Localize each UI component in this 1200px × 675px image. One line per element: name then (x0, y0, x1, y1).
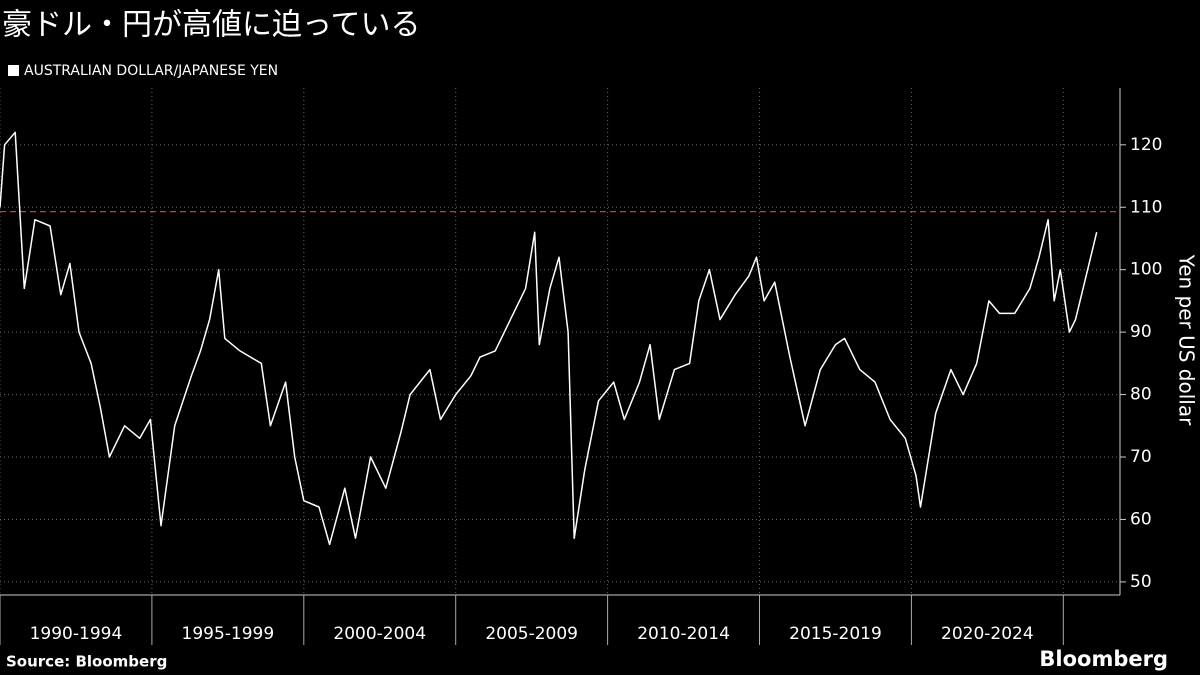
legend-label: AUSTRALIAN DOLLAR/JAPANESE YEN (24, 63, 278, 79)
y-tick-label: 120 (1130, 135, 1162, 155)
x-period-label: 2005-2009 (485, 624, 578, 644)
y-axis-title: Yen per US dollar (1175, 254, 1199, 426)
y-tick-label: 70 (1130, 447, 1152, 467)
legend-swatch (8, 65, 19, 76)
x-period-label: 2010-2014 (637, 624, 730, 644)
y-tick-label: 110 (1130, 197, 1162, 217)
series-line (0, 131, 1098, 546)
y-tick-label: 60 (1130, 509, 1152, 529)
x-period-label: 1995-1999 (182, 624, 275, 644)
brand: Bloomberg (1039, 647, 1168, 671)
x-period-label: 2020-2024 (941, 624, 1034, 644)
x-period-label: 2015-2019 (789, 624, 882, 644)
source: Source: Bloomberg (6, 653, 167, 671)
x-period-label: 2000-2004 (333, 624, 426, 644)
y-tick-label: 80 (1130, 385, 1152, 405)
x-period-label: 1990-1994 (30, 624, 123, 644)
y-tick-label: 90 (1130, 322, 1152, 342)
y-tick-label: 100 (1130, 260, 1162, 280)
chart-title: 豪ドル・円が高値に迫っている (2, 8, 421, 43)
y-tick-label: 50 (1130, 572, 1152, 592)
